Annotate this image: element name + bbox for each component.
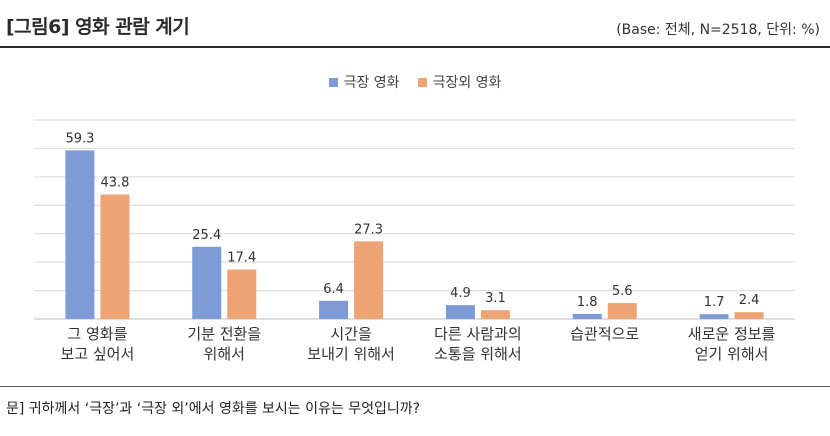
base-note: (Base: 전체, N=2518, 단위: %) (616, 22, 820, 38)
category-label: 소통을 위해서 (434, 345, 522, 363)
bar-theater (572, 313, 602, 319)
data-label: 27.3 (354, 222, 383, 237)
data-label: 6.4 (323, 282, 344, 297)
legend-label-non-theater: 극장외 영화 (432, 75, 502, 91)
data-label: 5.6 (612, 284, 633, 299)
category-label: 습관적으로 (570, 325, 639, 343)
category-label: 위해서 (204, 345, 245, 363)
legend-item-non-theater: 극장외 영화 (417, 72, 502, 92)
category-label: 그 영화를 (67, 325, 127, 343)
legend-item-theater: 극장 영화 (328, 72, 400, 92)
chart-title: [그림6] 영화 관람 계기 (6, 16, 190, 38)
bar-theater (319, 300, 349, 319)
data-label: 1.8 (577, 295, 598, 310)
data-label: 4.9 (450, 286, 471, 301)
bar-non-theater (354, 241, 384, 319)
category-label: 얻기 위해서 (695, 345, 769, 363)
data-label: 59.3 (65, 131, 94, 146)
bar-theater (65, 150, 95, 319)
category-label: 새로운 정보를 (688, 325, 776, 343)
data-label: 43.8 (100, 175, 129, 190)
bar-non-theater (607, 303, 637, 319)
data-label: 17.4 (227, 251, 256, 266)
data-label: 2.4 (739, 293, 760, 308)
legend-swatch-theater (328, 77, 338, 87)
data-label: 25.4 (192, 228, 221, 243)
category-label: 다른 사람과의 (434, 325, 522, 343)
bar-non-theater (227, 269, 257, 319)
chart-legend: 극장 영화 극장외 영화 (0, 72, 830, 92)
category-label: 기분 전환을 (187, 325, 261, 343)
survey-question: 문] 귀하께서 ‘극장’과 ‘극장 외’에서 영화를 보시는 이유는 무엇입니까… (6, 401, 421, 417)
category-label: 시간을 (330, 325, 371, 343)
data-label: 3.1 (485, 291, 506, 306)
bar-non-theater (480, 310, 510, 319)
bar-non-theater (734, 312, 764, 319)
bar-theater (192, 246, 222, 319)
footer-rule (0, 386, 830, 387)
bar-theater (699, 314, 729, 319)
legend-swatch-non-theater (417, 77, 427, 87)
data-label: 1.7 (704, 295, 725, 310)
category-label: 보고 싶어서 (61, 345, 135, 363)
header-rule (0, 46, 830, 48)
chart-header: [그림6] 영화 관람 계기 (Base: 전체, N=2518, 단위: %) (0, 0, 830, 44)
category-label: 보내기 위해서 (307, 345, 395, 363)
bar-theater (445, 305, 475, 319)
bar-non-theater (100, 194, 130, 319)
legend-label-theater: 극장 영화 (343, 75, 400, 91)
